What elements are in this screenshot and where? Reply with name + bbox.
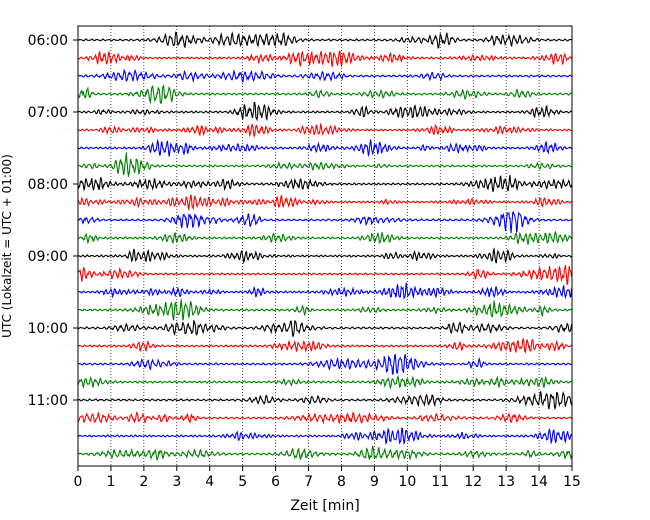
trace-line: [77, 122, 573, 139]
x-tick-label: 1: [106, 474, 115, 490]
x-tick-label: 15: [563, 474, 581, 490]
x-axis-ticks: 0 1 2 3 4 5 6 7 8 9 10 11 12 13 14 15: [74, 466, 581, 490]
trace-line: [77, 194, 573, 212]
x-tick-label: 12: [464, 474, 482, 490]
x-tick-label: 4: [205, 474, 214, 490]
x-tick-label: 8: [337, 474, 346, 490]
plot-frame: [77, 25, 573, 467]
vertical-grid: [110, 26, 540, 466]
y-tick-label: 10:00: [28, 321, 68, 337]
x-tick-label: 0: [74, 474, 83, 490]
trace-line: [77, 138, 573, 158]
x-tick-label: 7: [304, 474, 313, 490]
y-axis-ticks: 06:00 07:00 08:00 09:00 10:00 11:00: [28, 33, 78, 409]
y-tick-label: 11:00: [28, 393, 68, 409]
seismic-traces: [77, 31, 573, 461]
trace-line: [77, 31, 573, 49]
x-axis-label: Zeit [min]: [290, 498, 359, 514]
y-tick-label: 06:00: [28, 33, 68, 49]
trace-line: [77, 50, 573, 68]
trace-line: [77, 282, 573, 300]
trace-line: [77, 353, 573, 375]
trace-line: [77, 247, 573, 265]
trace-line: [77, 101, 573, 122]
x-tick-label: 5: [238, 474, 247, 490]
trace-line: [78, 264, 573, 285]
x-tick-label: 3: [172, 474, 181, 490]
trace-line: [77, 445, 573, 461]
trace-line: [77, 411, 573, 425]
x-tick-label: 9: [370, 474, 379, 490]
x-tick-label: 13: [497, 474, 515, 490]
y-tick-label: 07:00: [28, 105, 68, 121]
trace-line: [77, 375, 573, 390]
x-tick-label: 6: [271, 474, 280, 490]
trace-line: [77, 210, 573, 234]
x-tick-label: 2: [139, 474, 148, 490]
trace-line: [77, 152, 573, 177]
trace-line: [77, 83, 573, 105]
y-tick-label: 09:00: [28, 249, 68, 265]
trace-line: [77, 230, 573, 245]
x-tick-label: 11: [431, 474, 449, 490]
trace-line: [77, 427, 573, 446]
trace-line: [77, 319, 573, 337]
trace-line: [77, 337, 573, 354]
y-tick-label: 08:00: [28, 177, 68, 193]
trace-line: [77, 174, 573, 192]
trace-line: [77, 390, 573, 411]
y-axis-label: UTC (Lokalzeit = UTC + 01:00): [0, 154, 14, 338]
x-tick-label: 14: [530, 474, 548, 490]
trace-line: [77, 68, 573, 84]
x-tick-label: 10: [398, 474, 416, 490]
trace-line: [77, 299, 573, 321]
